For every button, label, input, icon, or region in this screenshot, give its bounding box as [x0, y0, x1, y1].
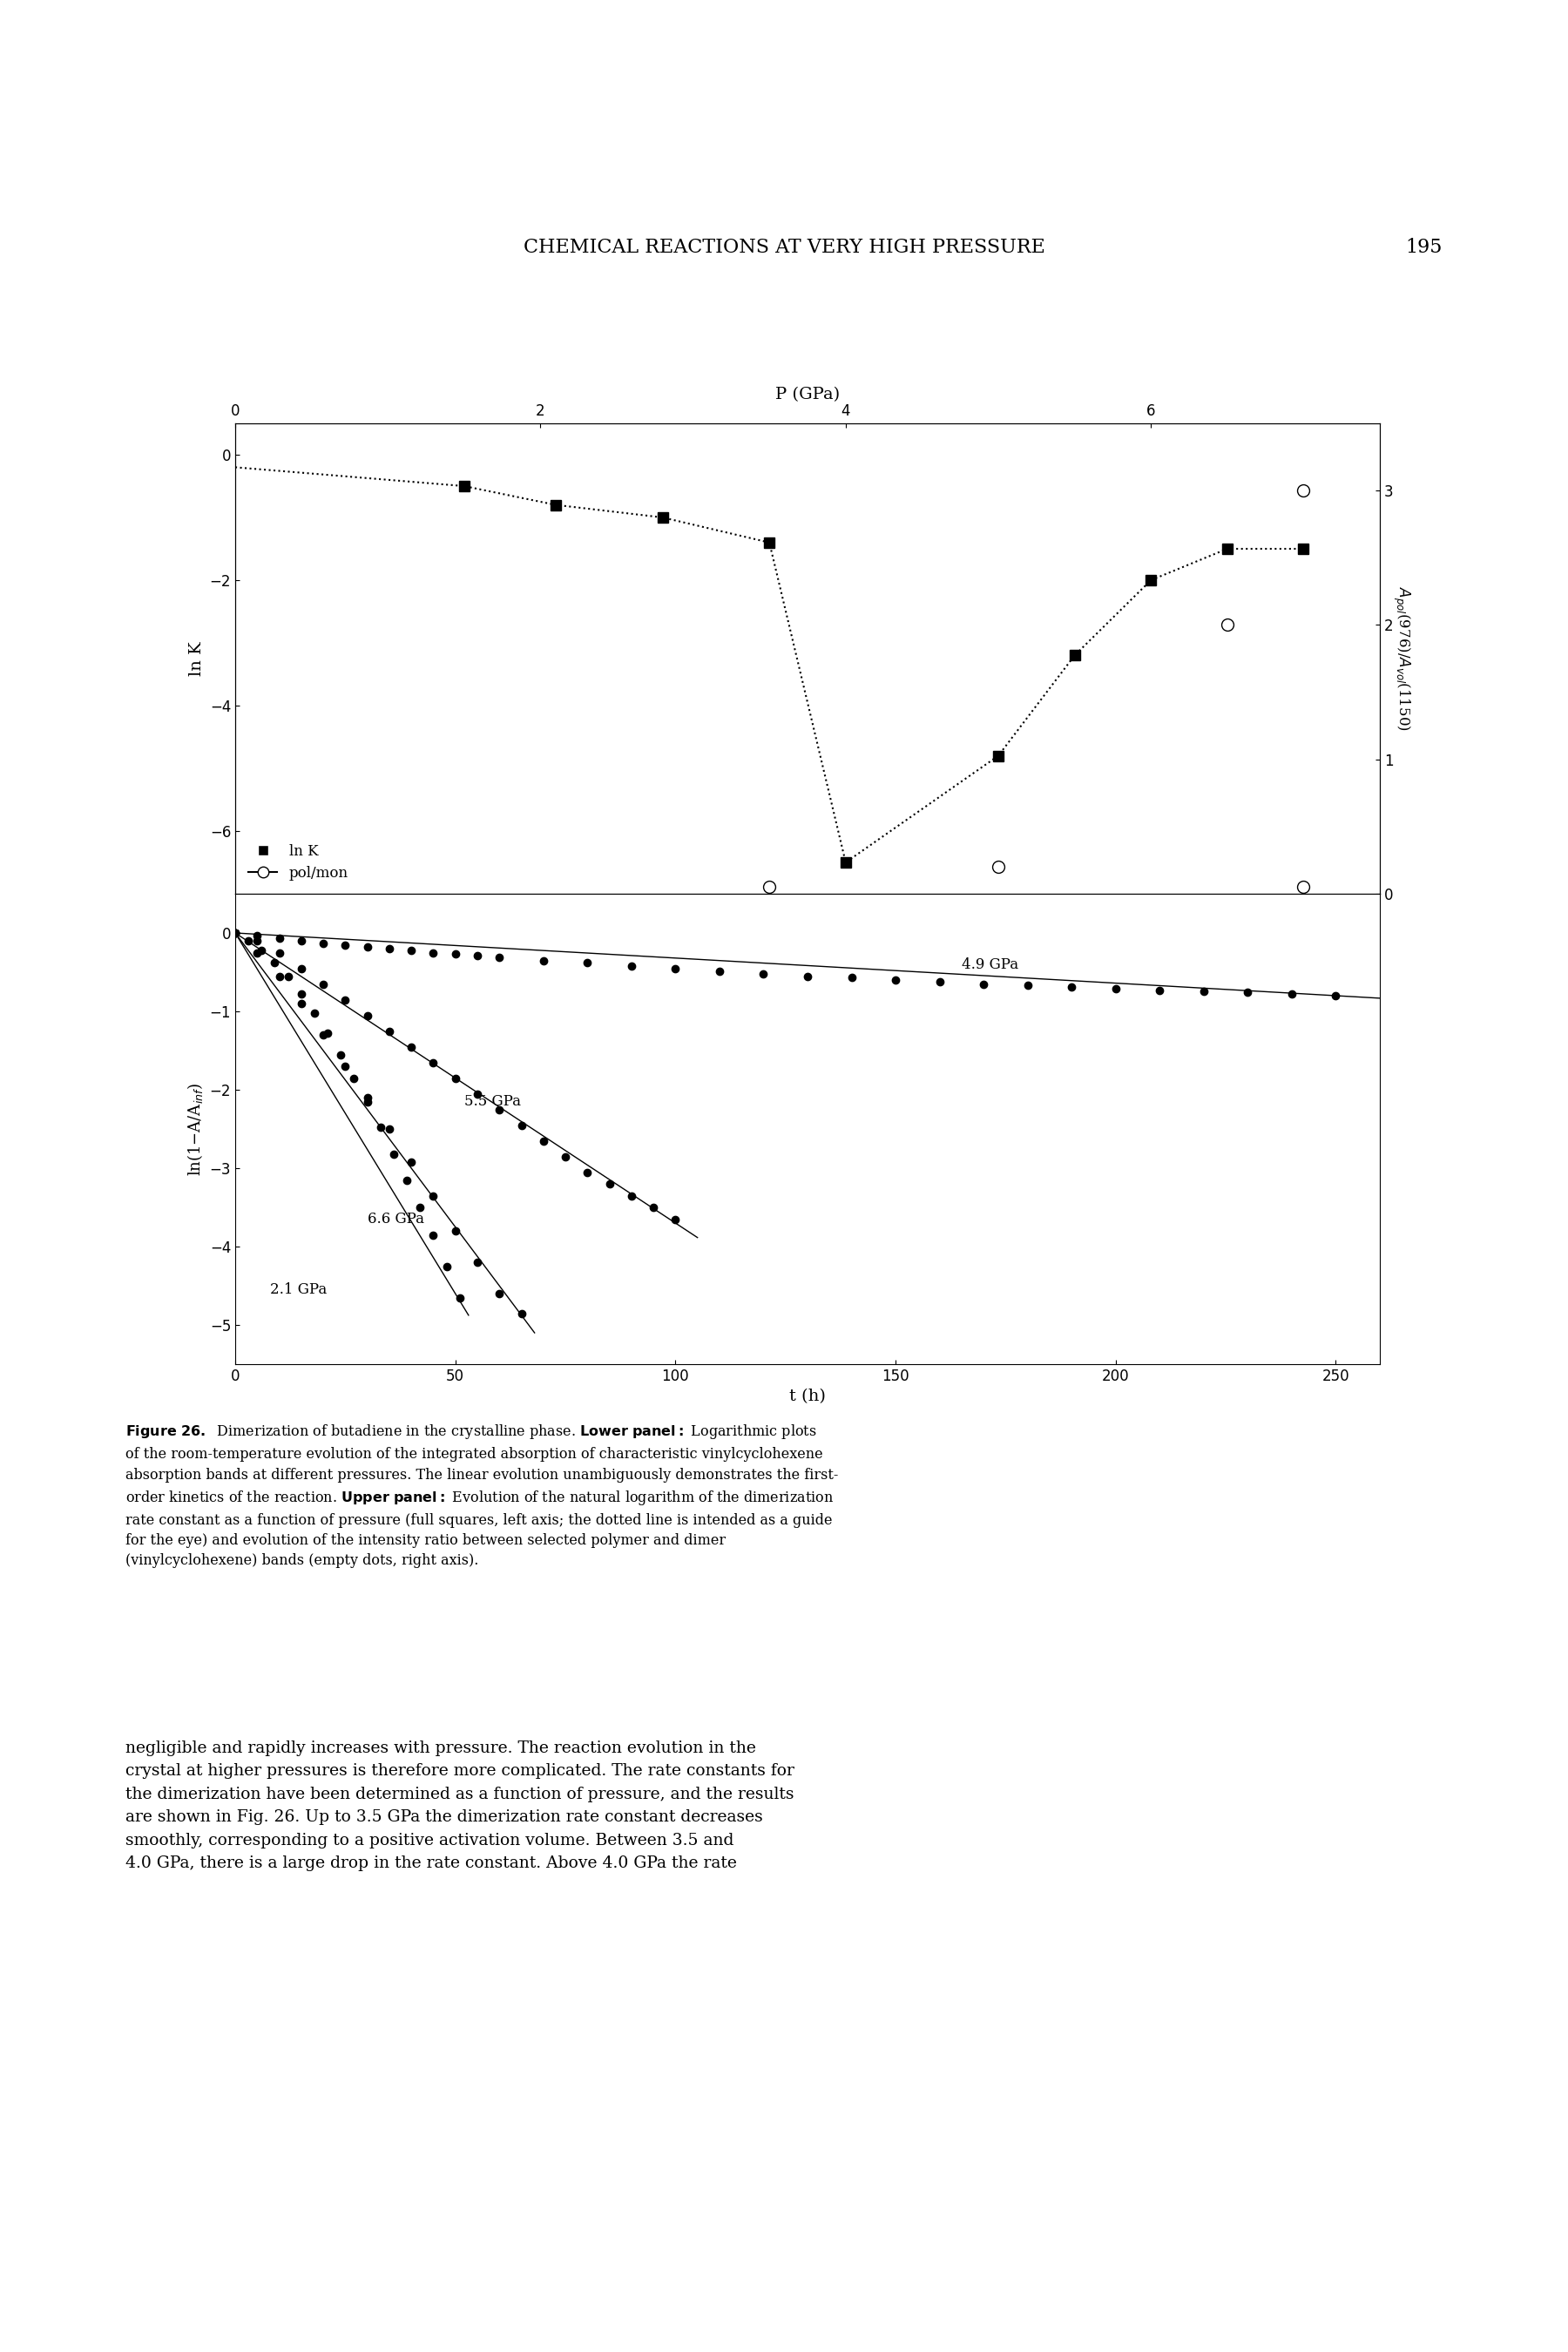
Text: 195: 195	[1405, 238, 1443, 256]
ln K	[1142, 567, 1160, 595]
pol/mon	[1218, 612, 1237, 640]
ln K	[1218, 534, 1237, 562]
X-axis label: P (GPa): P (GPa)	[775, 386, 840, 402]
ln K	[1294, 534, 1312, 562]
ln K	[989, 741, 1008, 769]
Text: negligible and rapidly increases with pressure. The reaction evolution in the
cr: negligible and rapidly increases with pr…	[125, 1740, 795, 1872]
Line: ln K: ln K	[459, 482, 1308, 868]
ln K	[760, 529, 779, 557]
ln K	[1065, 642, 1083, 670]
Y-axis label: ln K: ln K	[190, 642, 205, 675]
Text: 6.6 GPa: 6.6 GPa	[367, 1211, 423, 1225]
pol/mon	[760, 873, 779, 901]
ln K	[455, 473, 474, 501]
X-axis label: t (h): t (h)	[789, 1390, 826, 1404]
ln K	[654, 503, 673, 532]
ln K	[836, 849, 855, 877]
pol/mon	[989, 854, 1008, 882]
Y-axis label: $A_{pol}$(976)/$A_{vol}$(1150): $A_{pol}$(976)/$A_{vol}$(1150)	[1391, 586, 1411, 731]
pol/mon	[1294, 477, 1312, 506]
Text: 2.1 GPa: 2.1 GPa	[270, 1282, 328, 1296]
Line: pol/mon: pol/mon	[764, 485, 1309, 894]
Y-axis label: ln(1−A/A$_{inf}$): ln(1−A/A$_{inf}$)	[185, 1082, 205, 1176]
Text: 5.5 GPa: 5.5 GPa	[464, 1094, 521, 1108]
Text: $\bf{Figure\ 26.}$  Dimerization of butadiene in the crystalline phase. $\bf{Low: $\bf{Figure\ 26.}$ Dimerization of butad…	[125, 1423, 839, 1569]
Text: CHEMICAL REACTIONS AT VERY HIGH PRESSURE: CHEMICAL REACTIONS AT VERY HIGH PRESSURE	[524, 238, 1044, 256]
Legend: ln K, pol/mon: ln K, pol/mon	[243, 837, 354, 887]
Text: 4.9 GPa: 4.9 GPa	[961, 957, 1018, 971]
ln K	[546, 492, 564, 520]
